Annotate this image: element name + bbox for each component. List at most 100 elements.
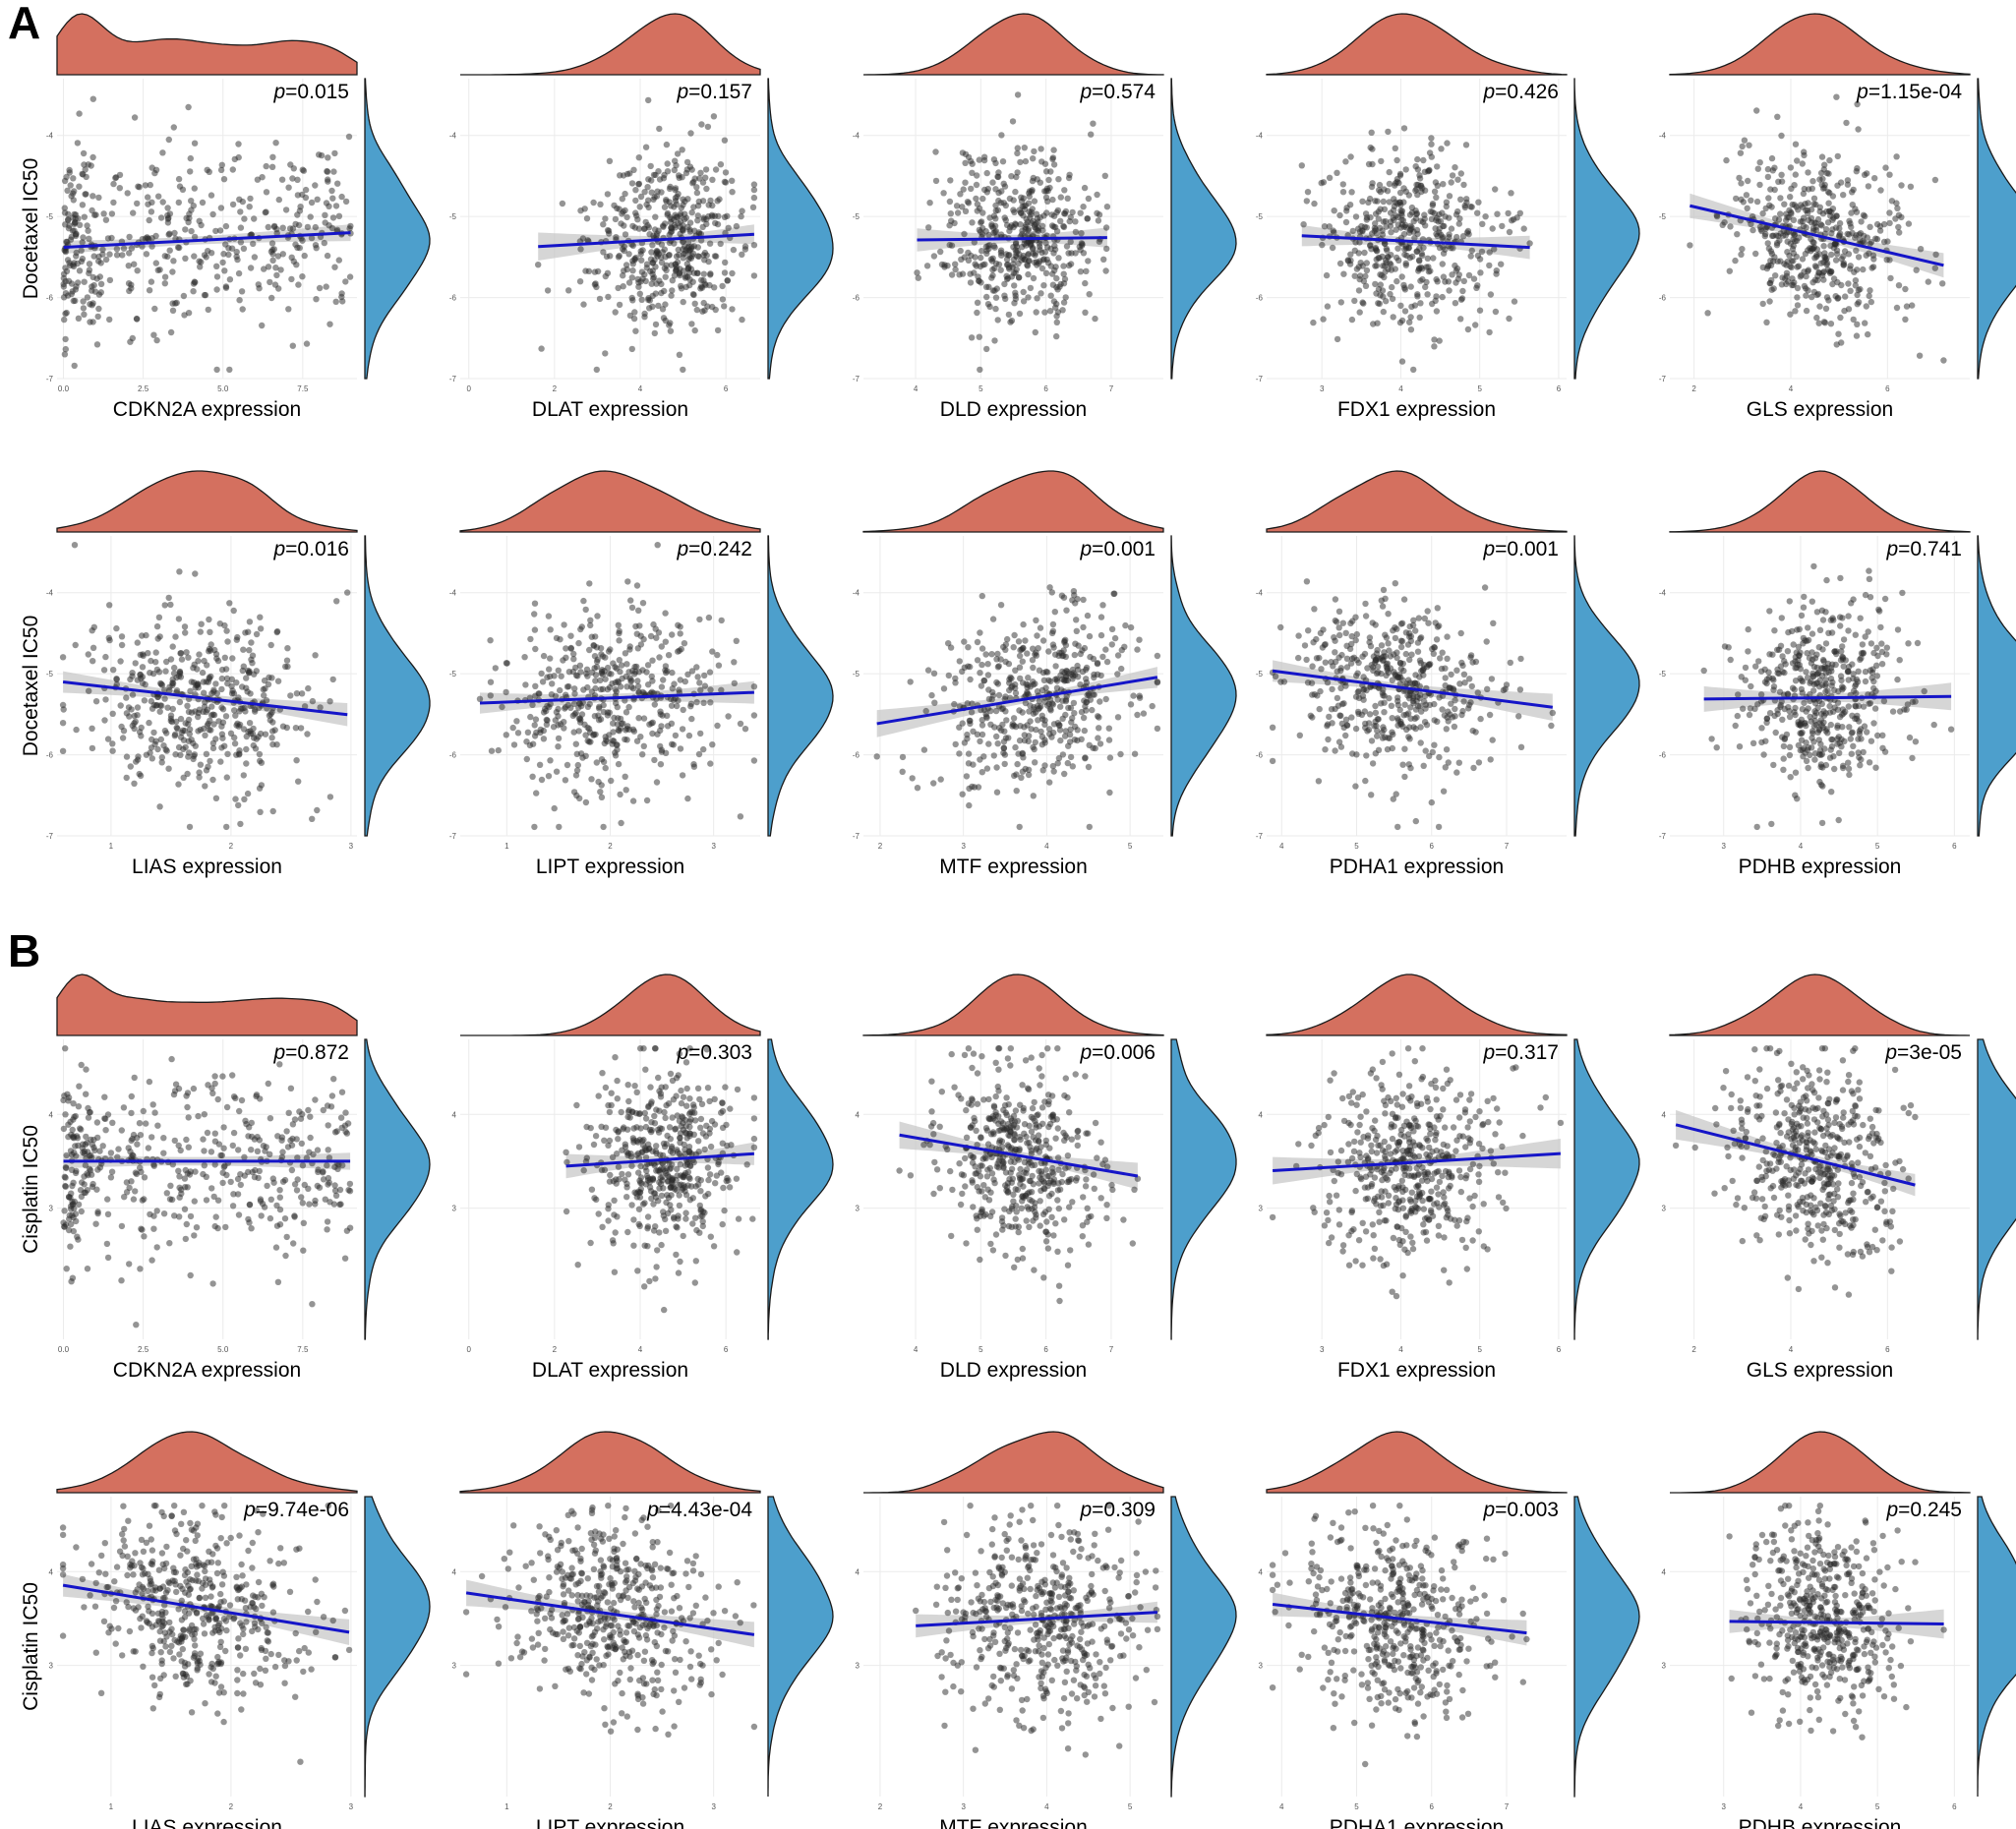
scatter-point <box>1417 691 1424 698</box>
scatter-point <box>683 158 691 166</box>
scatter-point <box>259 322 266 329</box>
scatter-point <box>1414 648 1422 655</box>
scatter-point <box>71 219 79 226</box>
scatter-point <box>538 345 545 352</box>
scatter-point <box>1768 232 1776 240</box>
scatter-point <box>1357 260 1364 266</box>
scatter-point <box>629 685 637 692</box>
scatter-point <box>1012 689 1020 697</box>
scatter-point <box>242 629 249 636</box>
scatter-point <box>595 717 603 724</box>
scatter-point <box>1049 270 1056 277</box>
scatter-point <box>999 721 1006 729</box>
scatter-point <box>1444 140 1451 147</box>
scatter-point <box>1011 772 1018 780</box>
scatter-point <box>1809 178 1816 185</box>
scatter-point <box>1050 768 1057 775</box>
scatter-point <box>331 149 338 157</box>
scatter-point <box>123 753 131 760</box>
scatter-point <box>1774 646 1781 653</box>
scatter-point <box>978 254 984 262</box>
scatter-point <box>191 140 199 147</box>
scatter-point <box>1747 705 1754 712</box>
scatter-point <box>951 219 958 227</box>
scatter-point <box>1002 646 1009 653</box>
scatter-point <box>1810 738 1817 745</box>
scatter-point <box>187 168 194 175</box>
scatter-point <box>979 209 986 216</box>
scatter-point <box>1444 655 1451 662</box>
y-tick-label: -6 <box>46 751 54 760</box>
scatter-point <box>153 622 161 630</box>
scatter-point <box>628 345 635 353</box>
scatter-point <box>224 638 231 645</box>
scatter-point <box>1380 218 1388 225</box>
scatter-point <box>1742 677 1749 683</box>
scatter-point <box>1136 692 1143 699</box>
x-tick-label: 3 <box>711 842 716 851</box>
scatter-point <box>540 736 548 742</box>
scatter-point <box>287 692 294 699</box>
scatter-point <box>1426 701 1434 709</box>
scatter-point <box>551 804 558 812</box>
scatter-point <box>1046 308 1054 315</box>
scatter-point <box>704 123 712 131</box>
scatter-point <box>1088 131 1095 138</box>
scatter-point <box>1833 251 1841 258</box>
scatter-point <box>1451 723 1458 731</box>
scatter-point <box>329 195 336 202</box>
scatter-point <box>1866 292 1872 300</box>
scatter-point <box>249 660 256 667</box>
scatter-point <box>1301 642 1309 649</box>
scatter-point <box>487 692 494 699</box>
scatter-point <box>1408 651 1415 658</box>
scatter-point <box>1332 637 1338 644</box>
scatter-point <box>628 274 635 281</box>
x-density-curve <box>460 13 761 76</box>
scatter-point <box>527 635 534 643</box>
scatter-point <box>1081 727 1089 735</box>
scatter-point <box>1396 671 1403 678</box>
scatter-point <box>1391 669 1397 676</box>
scatter-point <box>661 287 668 295</box>
scatter-point <box>1407 314 1414 321</box>
scatter-point <box>952 675 959 682</box>
scatter-point <box>1782 275 1789 282</box>
scatter-point <box>1861 723 1868 730</box>
scatter-point <box>165 765 172 772</box>
scatter-point <box>679 147 685 153</box>
scatter-point <box>269 728 276 735</box>
scatter-point <box>729 189 736 196</box>
scatter-point <box>1827 721 1835 729</box>
scatter-point <box>1069 208 1076 216</box>
scatter-point <box>1886 219 1893 227</box>
scatter-point <box>106 316 113 324</box>
scatter-point <box>1893 153 1900 160</box>
scatter-point <box>1799 256 1807 263</box>
scatter-point <box>997 266 1004 273</box>
scatter-point <box>967 270 974 277</box>
scatter-point <box>618 220 624 227</box>
scatter-point <box>1322 746 1329 753</box>
scatter-point <box>1895 223 1902 231</box>
scatter-point <box>1296 732 1304 738</box>
scatter-point <box>749 204 757 210</box>
scatter-point <box>1850 186 1857 194</box>
x-tick-label: 6 <box>1430 842 1435 851</box>
scatter-point <box>91 288 99 295</box>
scatter-point <box>283 657 291 664</box>
scatter-point <box>1794 264 1801 270</box>
scatter-point <box>1379 603 1387 610</box>
scatter-point <box>962 179 969 186</box>
scatter-point <box>1037 179 1044 186</box>
scatter-point <box>1843 119 1850 127</box>
x-tick-label: 5 <box>1354 842 1359 851</box>
scatter-point <box>1003 272 1010 279</box>
scatter-point <box>285 184 292 191</box>
scatter-point <box>1034 632 1040 639</box>
scatter-point <box>1374 320 1381 326</box>
scatter-point <box>251 254 259 261</box>
scatter-point <box>213 263 220 269</box>
scatter-point <box>532 645 539 653</box>
scatter-point <box>1434 605 1442 612</box>
